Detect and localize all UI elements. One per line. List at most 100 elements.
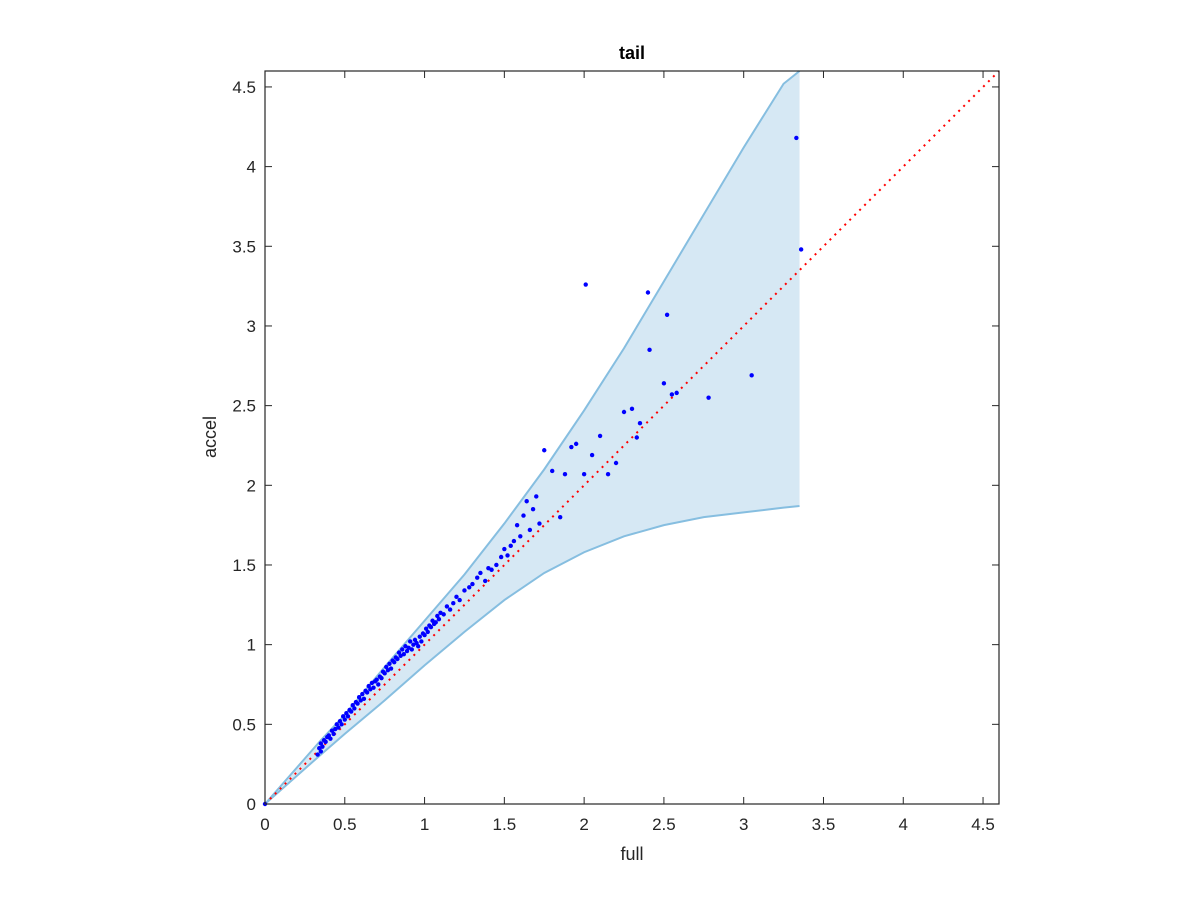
data-point [498, 554, 504, 560]
data-point [419, 639, 424, 644]
data-point [331, 731, 336, 737]
data-point [462, 588, 467, 593]
data-point [315, 752, 320, 757]
data-point [454, 594, 459, 600]
data-point [524, 499, 529, 504]
y-tick-label: 3.5 [232, 237, 256, 256]
data-point [664, 312, 670, 318]
data-point [530, 507, 536, 512]
data-point [569, 444, 574, 450]
x-axis-label: full [620, 844, 643, 864]
data-point [629, 406, 635, 412]
data-point [417, 634, 422, 639]
data-point [557, 514, 563, 520]
data-point [364, 690, 370, 695]
y-tick-label: 2 [247, 476, 256, 495]
data-point [408, 639, 413, 644]
data-point [537, 521, 542, 526]
data-point [395, 656, 400, 662]
data-point [428, 624, 434, 630]
data-point [400, 647, 405, 652]
data-point [749, 373, 754, 378]
data-point [422, 632, 427, 638]
y-tick-label: 0.5 [232, 715, 256, 734]
data-point [382, 671, 387, 676]
x-tick-label: 2 [579, 815, 588, 834]
data-point [483, 578, 488, 584]
data-point [318, 749, 324, 754]
y-tick-label: 1 [247, 636, 256, 655]
data-point [669, 392, 675, 397]
data-point [376, 682, 381, 687]
data-point [508, 543, 513, 549]
data-point [605, 471, 611, 477]
x-tick-label: 0 [260, 815, 269, 834]
y-tick-label: 2.5 [232, 397, 256, 416]
data-points [262, 135, 804, 807]
data-point [444, 604, 450, 609]
data-point [527, 527, 533, 533]
data-point [794, 135, 799, 141]
data-point [447, 607, 453, 612]
data-point [425, 629, 430, 635]
data-point [637, 420, 643, 426]
data-point [433, 620, 438, 625]
data-point [392, 659, 397, 665]
data-point [645, 290, 651, 295]
data-point [489, 567, 494, 572]
band-lower-edge [264, 505, 800, 805]
data-point [451, 601, 456, 606]
data-point [436, 616, 442, 622]
data-point [706, 395, 711, 400]
data-point [387, 661, 392, 666]
y-axis-ticks: 0 0.5 1 1.5 2 2.5 3 3.5 4 4.5 [232, 78, 999, 814]
data-point [581, 471, 587, 477]
data-point [573, 441, 579, 447]
data-point [621, 409, 627, 415]
data-point [339, 722, 344, 727]
x-tick-label: 1 [420, 815, 429, 834]
data-point [505, 553, 510, 558]
data-point [674, 390, 679, 396]
y-tick-label: 3 [247, 317, 256, 336]
chart-title: tail [619, 43, 645, 63]
x-axis-ticks: 0 0.5 1 1.5 2 2.5 3 3.5 4 4.5 [260, 71, 995, 834]
data-point [328, 736, 333, 741]
data-point [518, 534, 523, 539]
data-point [613, 460, 619, 466]
data-point [467, 585, 472, 590]
data-point [583, 282, 588, 287]
data-point [342, 717, 347, 722]
x-tick-label: 0.5 [333, 815, 357, 834]
data-point [494, 562, 499, 568]
axes-box [264, 70, 1000, 805]
data-point [360, 691, 365, 697]
data-point [415, 644, 421, 649]
data-point [401, 652, 407, 657]
data-point [514, 522, 520, 528]
x-tick-label: 3 [739, 815, 748, 834]
x-tick-label: 2.5 [652, 815, 676, 834]
data-point [374, 677, 379, 682]
data-point [361, 696, 367, 702]
x-tick-label: 1.5 [493, 815, 517, 834]
data-point [798, 247, 804, 252]
data-point [478, 570, 483, 576]
y-tick-label: 4.5 [232, 78, 256, 97]
data-point [534, 494, 539, 499]
x-tick-label: 3.5 [812, 815, 836, 834]
data-point [320, 744, 325, 749]
data-point [336, 725, 341, 730]
data-point [542, 448, 547, 453]
y-tick-label: 0 [247, 795, 256, 814]
data-point [348, 709, 354, 714]
identity-reference-line [264, 70, 1000, 805]
data-point [345, 714, 351, 719]
data-point [470, 581, 475, 587]
data-point [379, 675, 384, 681]
data-point [323, 739, 328, 745]
x-tick-label: 4.5 [971, 815, 995, 834]
data-point [562, 471, 568, 477]
data-point [441, 612, 446, 617]
